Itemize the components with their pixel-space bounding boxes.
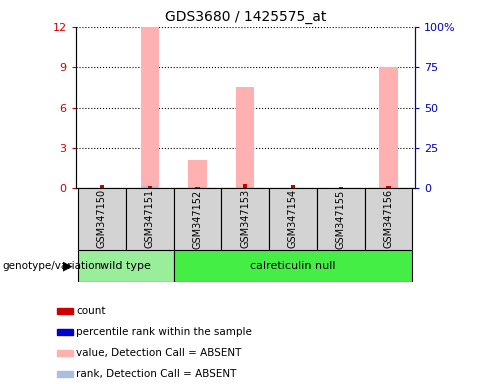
- Bar: [147, 186, 152, 188]
- Text: genotype/variation: genotype/variation: [2, 261, 102, 271]
- Bar: [381, 187, 396, 188]
- Text: GSM347151: GSM347151: [144, 189, 155, 248]
- Text: wild type: wild type: [101, 261, 151, 271]
- Bar: [57, 350, 73, 356]
- FancyBboxPatch shape: [222, 188, 269, 250]
- Bar: [100, 185, 104, 188]
- Bar: [243, 184, 247, 188]
- Bar: [142, 185, 158, 188]
- Bar: [380, 67, 398, 188]
- FancyBboxPatch shape: [365, 188, 412, 250]
- Bar: [238, 187, 253, 188]
- Bar: [141, 27, 159, 188]
- Bar: [195, 187, 200, 188]
- FancyBboxPatch shape: [126, 188, 174, 250]
- Text: value, Detection Call = ABSENT: value, Detection Call = ABSENT: [76, 348, 242, 358]
- FancyBboxPatch shape: [78, 188, 126, 250]
- FancyBboxPatch shape: [174, 250, 412, 282]
- Bar: [57, 329, 73, 335]
- Text: GSM347156: GSM347156: [384, 189, 393, 248]
- Bar: [57, 371, 73, 377]
- Text: GSM347150: GSM347150: [97, 189, 107, 248]
- Bar: [188, 160, 206, 188]
- FancyBboxPatch shape: [78, 250, 174, 282]
- Text: GSM347154: GSM347154: [288, 189, 298, 248]
- Text: GSM347153: GSM347153: [240, 189, 250, 248]
- Text: calreticulin null: calreticulin null: [250, 261, 336, 271]
- Text: count: count: [76, 306, 106, 316]
- Text: ▶: ▶: [62, 260, 72, 272]
- Text: rank, Detection Call = ABSENT: rank, Detection Call = ABSENT: [76, 369, 237, 379]
- Text: percentile rank within the sample: percentile rank within the sample: [76, 327, 252, 337]
- Title: GDS3680 / 1425575_at: GDS3680 / 1425575_at: [164, 10, 326, 25]
- FancyBboxPatch shape: [317, 188, 365, 250]
- Bar: [291, 185, 295, 188]
- Bar: [57, 308, 73, 314]
- Bar: [386, 186, 391, 188]
- FancyBboxPatch shape: [269, 188, 317, 250]
- Text: GSM347152: GSM347152: [192, 189, 203, 248]
- FancyBboxPatch shape: [174, 188, 222, 250]
- Bar: [339, 187, 343, 188]
- Text: GSM347155: GSM347155: [336, 189, 346, 248]
- Bar: [236, 88, 254, 188]
